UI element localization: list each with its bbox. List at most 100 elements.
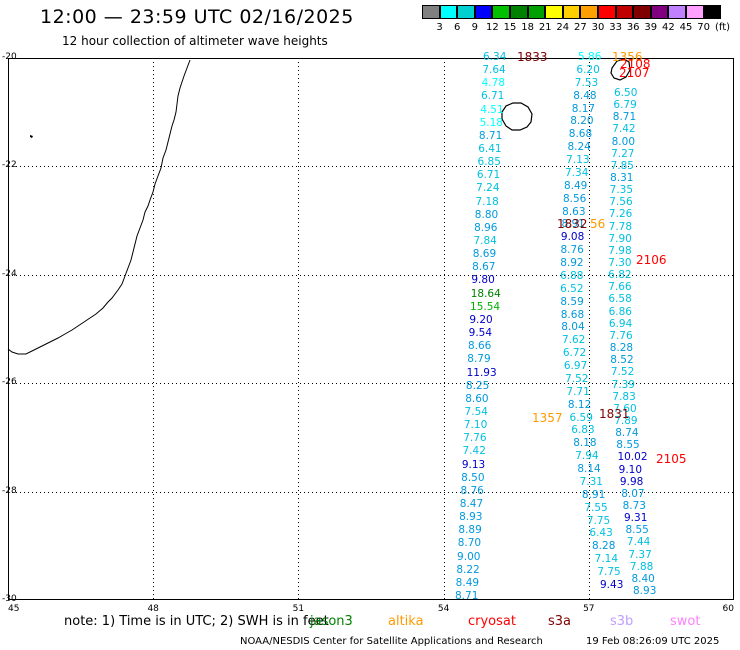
- wave-height-label: 8.40: [631, 572, 655, 585]
- legend-swatch: [668, 5, 686, 19]
- wave-height-label: 7.76: [609, 329, 633, 342]
- wave-height-label: 8.71: [612, 111, 637, 124]
- legend-swatch: [509, 5, 528, 19]
- footnote: note: 1) Time is in UTC; 2) SWH is in fe…: [64, 614, 329, 629]
- pass-time-label: 2108: [620, 57, 651, 71]
- wave-height-label: 8.56: [562, 192, 587, 205]
- latitude-label: -30: [2, 594, 17, 604]
- wave-height-label: 9.08: [560, 231, 585, 244]
- wave-height-label: 6.71: [480, 90, 505, 103]
- pass-time-label: 1832: [557, 217, 588, 231]
- wave-height-label: 4.51: [480, 103, 504, 116]
- wave-height-label: 8.28: [592, 540, 616, 553]
- wave-height-label: 8.49: [563, 179, 588, 192]
- wave-height-label: 7.10: [463, 419, 488, 432]
- wave-height-label: 9.31: [624, 512, 648, 525]
- small-island: [30, 135, 33, 138]
- wave-height-label: 6.50: [614, 87, 638, 99]
- wave-height-label: 8.04: [561, 321, 585, 334]
- wave-height-label: 9.13: [461, 458, 486, 471]
- wave-height-label: 8.76: [560, 244, 584, 257]
- wave-height-label: 8.91: [561, 218, 585, 231]
- wave-height-label: 6.83: [571, 424, 595, 437]
- wave-height-label: 6.82: [608, 269, 632, 282]
- wave-height-label: 8.73: [622, 499, 646, 512]
- wave-height-label: 6.34: [483, 51, 507, 63]
- legend-label: 9: [471, 22, 478, 33]
- wave-height-label: 9.80: [471, 274, 495, 287]
- wave-height-label: 8.93: [459, 511, 483, 524]
- footer-credit: NOAA/NESDIS Center for Satellite Applica…: [240, 636, 543, 647]
- wave-height-label: 8.66: [467, 340, 492, 353]
- wave-height-label: 6.72: [562, 347, 587, 360]
- wave-height-label: 6.85: [477, 156, 501, 169]
- wave-height-label: 8.18: [573, 437, 597, 450]
- wave-height-label: 7.55: [584, 501, 608, 514]
- wave-height-label: 7.52: [610, 366, 635, 379]
- wave-height-label: 8.59: [560, 295, 584, 308]
- legend-swatch: [527, 5, 546, 19]
- legend-label: 27: [574, 22, 587, 33]
- satellite-legend-item: swot: [670, 614, 701, 629]
- wave-height-label: 8.12: [567, 398, 592, 411]
- wave-height-label: 7.37: [628, 548, 652, 561]
- wave-height-label: 8.71: [455, 590, 479, 602]
- wave-height-label: 8.96: [474, 221, 498, 234]
- wave-height-label: 8.50: [461, 471, 485, 484]
- longitude-label: 54: [437, 604, 450, 614]
- mauritius-island: [610, 58, 631, 81]
- legend-label: 70: [697, 22, 710, 33]
- wave-height-label: 8.79: [467, 353, 491, 366]
- pass-time-label: 1833: [517, 50, 548, 64]
- legend-swatch: [650, 5, 669, 19]
- legend-swatch: [545, 5, 563, 19]
- satellite-legend-item: s3a: [548, 614, 572, 629]
- legend-swatch: [439, 5, 458, 19]
- pass-time-label: 2106: [636, 253, 667, 267]
- page-title: 12:00 — 23:59 UTC 02/16/2025: [40, 6, 354, 28]
- wave-height-label: 7.98: [608, 244, 632, 257]
- legend-swatch: [615, 5, 634, 19]
- wave-height-label: 7.39: [611, 378, 635, 391]
- wave-height-label: 4.78: [481, 77, 506, 90]
- legend-label: 21: [538, 22, 552, 33]
- latitude-label: -24: [2, 268, 17, 279]
- wave-height-label: 7.30: [608, 257, 632, 270]
- wave-height-label: 7.89: [614, 414, 638, 427]
- wave-height-label: 18.64: [470, 287, 501, 300]
- wave-height-label: 7.75: [597, 566, 621, 579]
- longitude-label: 57: [583, 604, 595, 614]
- satellite-legend-item: jason3: [310, 614, 353, 629]
- legend-swatch: [703, 5, 722, 19]
- latitude-label: -26: [2, 377, 17, 388]
- wave-height-label: 7.94: [575, 450, 599, 463]
- legend-label: 45: [679, 22, 693, 33]
- wave-height-label: 7.18: [475, 195, 499, 208]
- wave-height-label: 7.54: [464, 405, 488, 418]
- longitude-label: 48: [147, 604, 159, 614]
- legend-swatch: [597, 5, 616, 19]
- wave-height-label: 11.93: [466, 366, 497, 379]
- wave-height-label: 8.89: [458, 524, 482, 537]
- longitude-label: 51: [292, 604, 305, 614]
- legend-swatch: [422, 5, 440, 19]
- wave-height-label: 7.24: [476, 182, 500, 195]
- wave-height-label: 7.56: [609, 196, 633, 209]
- wave-height-label: 8.80: [474, 208, 499, 221]
- wave-height-label: 6.43: [589, 527, 613, 540]
- wave-height-label: 6.20: [576, 63, 600, 76]
- wave-height-label: 7.26: [608, 208, 633, 221]
- wave-height-label: 8.31: [610, 172, 634, 185]
- wave-height-label: 7.35: [609, 184, 634, 197]
- legend-label: 18: [521, 22, 534, 33]
- wave-height-label: 8.55: [616, 439, 640, 452]
- legend-label: 33: [609, 22, 622, 33]
- wave-height-label: 7.64: [482, 64, 506, 77]
- wave-height-label: 8.63: [562, 205, 586, 218]
- pass-time-label: 1831: [599, 407, 630, 421]
- legend-unit: (ft): [715, 22, 731, 33]
- wave-height-label: 5.86: [578, 51, 602, 63]
- wave-height-label: 7.42: [612, 123, 636, 136]
- wave-height-label: 7.83: [612, 390, 636, 403]
